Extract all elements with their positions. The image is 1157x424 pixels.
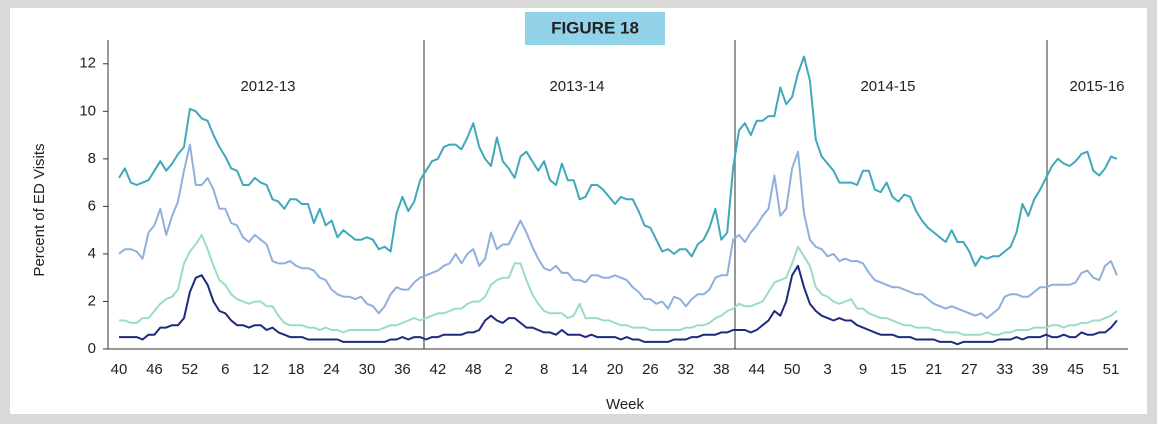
x-tick-label: 30 (359, 361, 376, 378)
y-tick-label: 6 (88, 197, 96, 214)
x-tick-label: 52 (182, 361, 199, 378)
x-tick-label: 2 (505, 361, 513, 378)
x-tick-label: 39 (1032, 361, 1049, 378)
x-tick-label: 44 (748, 361, 765, 378)
series-line (119, 233, 1118, 336)
x-tick-label: 33 (996, 361, 1013, 378)
y-tick-label: 12 (79, 55, 96, 72)
x-tick-label: 36 (394, 361, 411, 378)
x-tick-label: 38 (713, 361, 730, 378)
x-tick-label: 8 (540, 361, 548, 378)
x-tick-label: 6 (221, 361, 229, 378)
x-tick-label: 32 (678, 361, 695, 378)
x-tick-label: 18 (288, 361, 305, 378)
x-tick-label: 15 (890, 361, 907, 378)
season-label: 2014-15 (860, 78, 915, 95)
x-tick-label: 46 (146, 361, 163, 378)
series-line (118, 55, 1118, 267)
x-tick-label: 3 (823, 361, 831, 378)
x-tick-label: 21 (926, 361, 943, 378)
x-tick-label: 27 (961, 361, 978, 378)
x-tick-label: 20 (607, 361, 624, 378)
x-tick-label: 40 (111, 361, 128, 378)
y-tick-label: 4 (88, 245, 96, 262)
x-tick-label: 42 (430, 361, 447, 378)
x-tick-label: 48 (465, 361, 482, 378)
x-tick-label: 9 (859, 361, 867, 378)
title-box (525, 12, 665, 45)
panel (10, 8, 1147, 414)
x-tick-label: 12 (252, 361, 269, 378)
season-label: 2013-14 (549, 78, 604, 95)
x-tick-label: 51 (1103, 361, 1120, 378)
chart-title: FIGURE 18 (551, 18, 639, 37)
season-label: 2015-16 (1069, 78, 1124, 95)
y-tick-label: 2 (88, 292, 96, 309)
series-line (119, 264, 1118, 346)
x-tick-label: 45 (1067, 361, 1084, 378)
y-axis-label: Percent of ED Visits (31, 143, 48, 276)
y-tick-label: 10 (79, 102, 96, 119)
series-line (118, 143, 1118, 320)
x-axis-label: Week (606, 396, 645, 413)
season-label: 2012-13 (240, 78, 295, 95)
x-tick-label: 26 (642, 361, 659, 378)
x-tick-label: 14 (571, 361, 588, 378)
y-tick-label: 0 (88, 340, 96, 357)
x-tick-label: 50 (784, 361, 801, 378)
x-tick-label: 24 (323, 361, 340, 378)
y-tick-label: 8 (88, 150, 96, 167)
